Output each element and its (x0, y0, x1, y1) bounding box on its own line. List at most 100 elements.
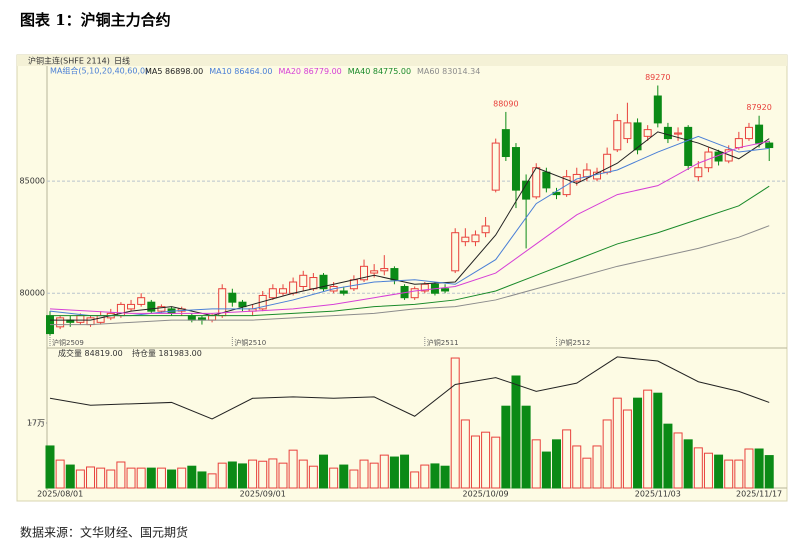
volume-bar (633, 397, 643, 489)
volume-bar (501, 405, 511, 489)
candle-body (724, 149, 733, 162)
volume-bar (329, 467, 339, 489)
period: 日线 (114, 56, 130, 66)
volume-bar (470, 435, 480, 489)
legend-name: 持仓量 (132, 348, 156, 358)
y-tick-label: 85000 (20, 177, 45, 186)
volume-bar (278, 462, 288, 489)
volume-bar (349, 469, 359, 489)
volume-bar (643, 389, 653, 489)
legend-value: 83014.34 (442, 67, 480, 76)
ma-line (49, 140, 770, 314)
volume-bar (319, 454, 329, 489)
candle-body (278, 288, 287, 294)
volume-bar (734, 459, 744, 489)
volume-bar (531, 439, 541, 489)
volume-bar (65, 464, 75, 489)
candle-body (694, 167, 703, 178)
contract-label: 沪铜2511 (427, 338, 459, 347)
volume-bar (663, 423, 673, 489)
volume-bar (572, 445, 582, 489)
volume-bar (207, 473, 217, 489)
legend-entry: MA40 84775.00 (348, 67, 411, 76)
candle-body (157, 306, 166, 312)
ma-line (49, 135, 770, 317)
volume-bar (703, 452, 713, 489)
volume-bar (106, 469, 116, 489)
candle-body (147, 301, 156, 312)
contract-label: 沪铜2509 (52, 338, 84, 347)
candle-body (137, 297, 146, 305)
legend-entry: MA10 86464.00 (209, 67, 272, 76)
volume-bar (612, 397, 622, 489)
volume-bar (288, 449, 298, 489)
volume-bar (298, 459, 308, 489)
volume-bar (86, 466, 96, 489)
volume-bar (389, 456, 399, 489)
volume-bar (237, 463, 247, 489)
candle-body (653, 95, 662, 124)
candle-body (410, 288, 419, 299)
legend-value: 86464.00 (234, 67, 272, 76)
candle-body (238, 301, 247, 308)
volume-bar (693, 447, 703, 489)
volume-bar (268, 458, 278, 489)
volume-bar (177, 467, 187, 489)
candle-body (674, 132, 683, 135)
volume-bar (126, 467, 136, 489)
legend-value: 86898.00 (165, 67, 203, 76)
candle-body (501, 129, 510, 158)
candle-body (491, 142, 500, 191)
volume-bar (764, 455, 774, 489)
volume-bar (450, 357, 460, 489)
volume-bar (491, 436, 501, 489)
volume-bar (379, 454, 389, 489)
candle-body (613, 120, 622, 151)
legend-value: 181983.00 (159, 349, 202, 358)
volume-bar (683, 439, 693, 489)
volume-bar (359, 459, 369, 489)
volume-bar (136, 467, 146, 489)
legend-name: 成交量 (58, 348, 82, 358)
volume-bar (146, 467, 156, 489)
x-tick-label: 2025/11/17 (736, 490, 782, 499)
volume-bar (602, 419, 612, 489)
volume-bar (430, 463, 440, 489)
volume-bar (552, 439, 561, 489)
contract-label: 沪铜2510 (234, 338, 266, 347)
candle-body (684, 126, 693, 166)
candle-body (390, 268, 399, 281)
volume-bar (521, 405, 531, 489)
volume-bar (460, 419, 470, 489)
volume-bar (562, 429, 572, 489)
legend-name: MA60 (417, 67, 440, 76)
volume-bar (308, 465, 318, 489)
volume-bar (410, 471, 420, 489)
legend-name: MA20 (278, 67, 301, 76)
ma-line (50, 225, 770, 326)
volume-bar (420, 464, 430, 489)
candle-body (643, 129, 652, 137)
candle-body (755, 124, 764, 144)
candle-body (461, 236, 470, 243)
open-interest-line (49, 356, 770, 420)
volume-bar (653, 392, 663, 489)
candle-body (734, 138, 743, 149)
x-tick-label: 2025/10/09 (463, 490, 509, 499)
candle-body (441, 288, 450, 292)
volume-bar (339, 464, 349, 489)
volume-bar (754, 448, 764, 489)
x-tick-label: 2025/08/01 (37, 490, 83, 499)
source: 数据来源：文华财经、国元期货 (20, 525, 188, 540)
volume-bar (55, 459, 65, 489)
x-tick-label: 2025/09/01 (240, 490, 286, 499)
candle-body (481, 225, 490, 234)
volume-bar (227, 461, 237, 489)
candle-body (380, 268, 389, 272)
candle-body (309, 277, 318, 290)
candle-body (623, 122, 632, 140)
candle-body (663, 126, 672, 140)
candle-body (765, 142, 774, 149)
